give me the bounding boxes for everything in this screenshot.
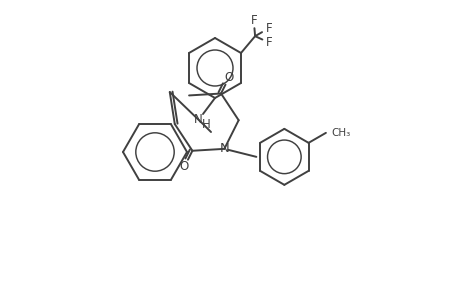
Text: H: H: [201, 118, 210, 130]
Text: O: O: [224, 71, 233, 84]
Text: O: O: [179, 160, 189, 173]
Text: F: F: [266, 36, 272, 50]
Text: F: F: [250, 14, 257, 27]
Text: F: F: [265, 22, 272, 34]
Text: CH₃: CH₃: [330, 128, 349, 138]
Text: N: N: [219, 142, 229, 155]
Text: N: N: [193, 112, 202, 125]
